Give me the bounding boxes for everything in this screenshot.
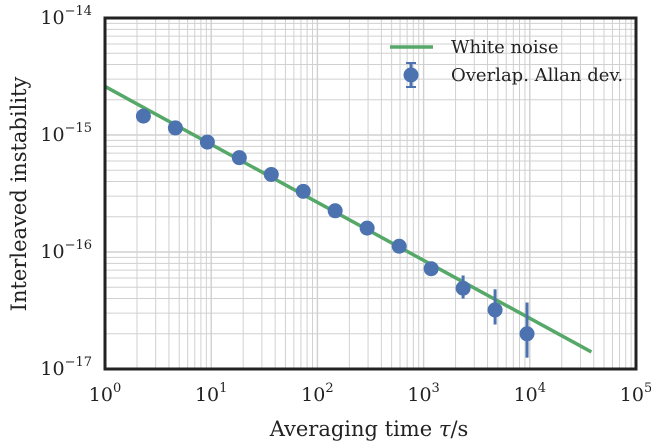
data-point-2 <box>199 134 215 150</box>
data-point-5 <box>295 183 311 199</box>
x-tick-label-1: 101 <box>195 381 227 406</box>
data-point-4 <box>263 166 279 182</box>
data-point-0 <box>135 108 151 124</box>
legend-white-noise-label: White noise <box>451 37 559 58</box>
data-point-8 <box>391 238 407 254</box>
data-point-7 <box>359 220 375 236</box>
data-point-11 <box>487 302 503 318</box>
data-point-9 <box>423 261 439 277</box>
data-point-1 <box>167 120 183 136</box>
x-tick-label-5: 105 <box>620 381 651 406</box>
x-axis-label: Averaging time τ/s <box>269 417 469 441</box>
data-point-3 <box>231 150 247 166</box>
legend-allan-marker <box>403 67 419 83</box>
legend: White noise Overlap. Allan dev. <box>390 37 623 88</box>
plot-frame <box>103 16 638 371</box>
x-tick-label-3: 103 <box>407 381 439 406</box>
grid-layer <box>105 18 636 369</box>
x-tick-label-2: 102 <box>301 381 333 406</box>
y-tick-labels: 10−17 10−16 10−15 10−14 <box>40 4 92 380</box>
x-tick-label-4: 104 <box>514 381 546 406</box>
data-points-layer <box>135 108 535 358</box>
white-noise-line-layer <box>104 84 593 354</box>
data-point-6 <box>327 203 343 219</box>
legend-allan-label: Overlap. Allan dev. <box>451 65 623 86</box>
data-point-12 <box>519 326 535 342</box>
x-tick-label-0: 100 <box>89 381 121 406</box>
y-axis-label: Interleaved instability <box>7 77 31 312</box>
y-tick-label-2: 10−15 <box>40 121 92 146</box>
white-noise-line <box>104 84 593 354</box>
y-tick-label-1: 10−16 <box>40 238 92 263</box>
x-tick-labels: 100 101 102 103 104 105 <box>89 381 651 406</box>
y-tick-label-0: 10−17 <box>40 355 92 380</box>
y-tick-label-3: 10−14 <box>40 4 92 29</box>
data-point-10 <box>455 280 471 296</box>
